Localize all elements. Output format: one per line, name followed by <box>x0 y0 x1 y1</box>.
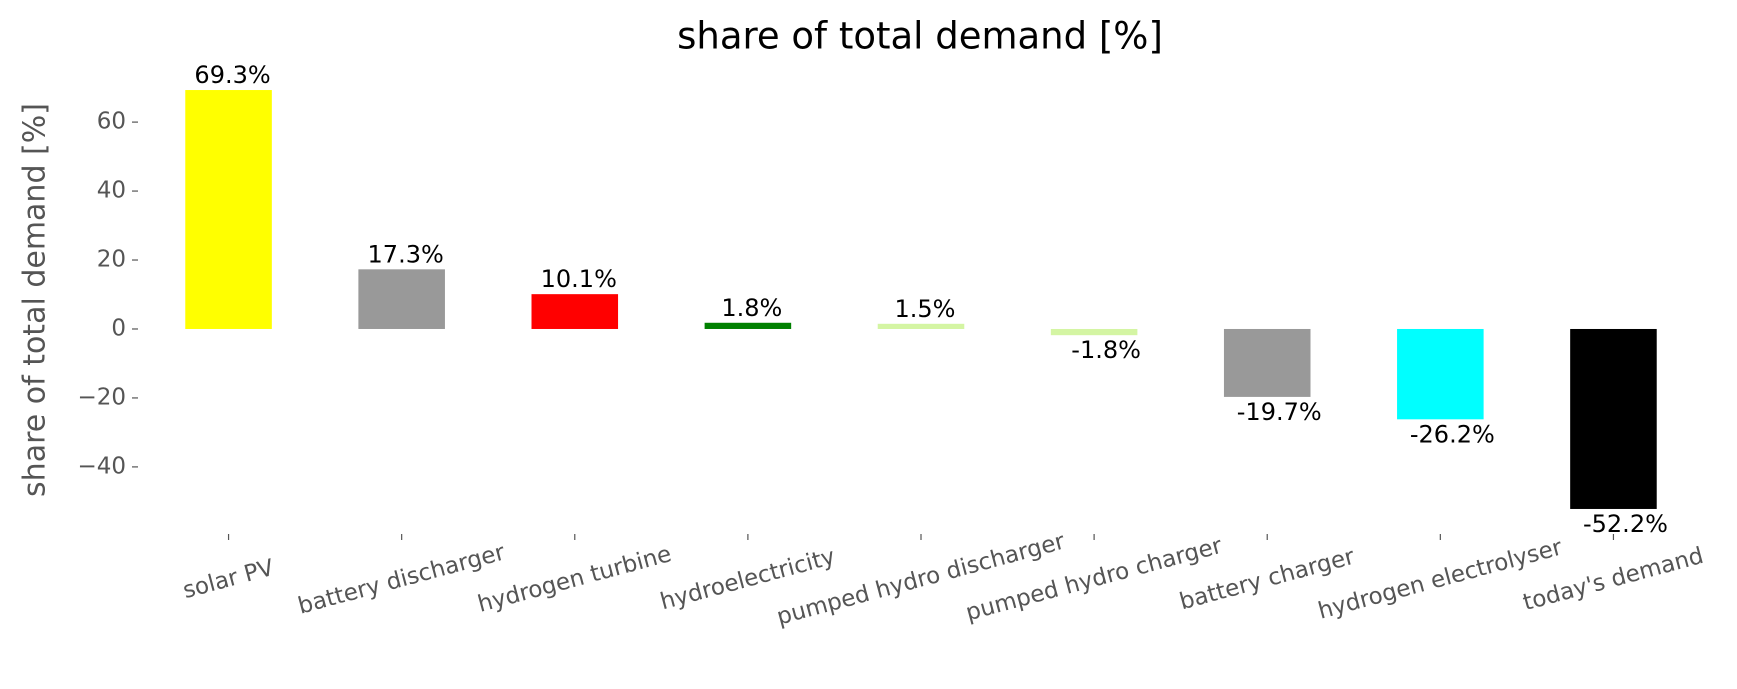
y-tick-label: 40 <box>97 178 126 204</box>
x-tick-label: pumped hydro discharger <box>774 528 1068 630</box>
bar <box>1397 328 1484 420</box>
bar <box>358 269 445 329</box>
y-tick-label: 20 <box>97 247 126 273</box>
x-tick-label: battery discharger <box>295 539 508 619</box>
value-label: -1.8% <box>1071 336 1141 364</box>
value-label: 1.5% <box>895 295 956 323</box>
x-tick-label: hydrogen turbine <box>475 541 674 618</box>
y-tick-label: −20 <box>77 384 126 410</box>
value-label: 10.1% <box>541 265 617 293</box>
y-axis-label: share of total demand [%] <box>18 103 53 497</box>
bar <box>1223 328 1311 397</box>
y-tick-label: 60 <box>97 109 126 135</box>
value-label: -26.2% <box>1410 420 1495 448</box>
value-label: 17.3% <box>368 240 444 268</box>
bar <box>877 323 965 329</box>
x-tick-label: solar PV <box>180 555 277 604</box>
bar <box>531 294 619 329</box>
value-label: 1.8% <box>721 294 782 322</box>
value-label: 69.3% <box>194 61 270 89</box>
y-tick-label: 0 <box>111 315 126 341</box>
bar <box>704 322 792 329</box>
bar <box>1050 328 1138 336</box>
y-tick-label: −40 <box>77 453 126 479</box>
chart-title: share of total demand [%] <box>677 15 1163 58</box>
value-label: -52.2% <box>1583 510 1668 538</box>
bar <box>1570 328 1657 509</box>
bar <box>185 90 272 329</box>
value-label: -19.7% <box>1237 398 1322 426</box>
